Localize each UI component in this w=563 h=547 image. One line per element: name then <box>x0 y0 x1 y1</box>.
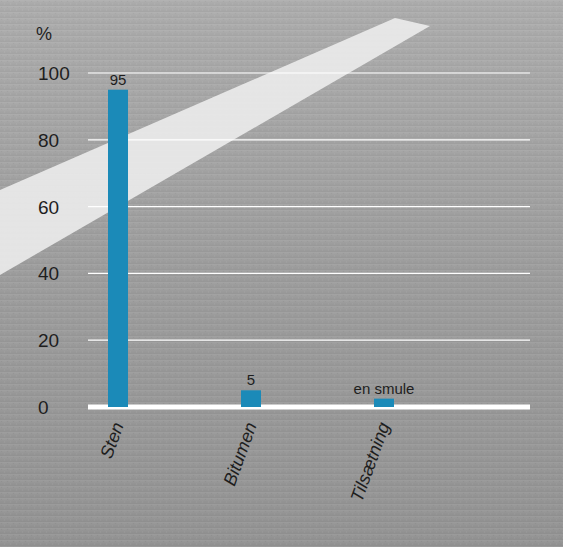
tick-label: 80 <box>38 130 59 151</box>
bar <box>374 399 394 407</box>
data-label: 95 <box>110 71 127 88</box>
category-label: Sten <box>96 420 127 462</box>
bar <box>108 90 128 407</box>
background-texture <box>0 0 563 547</box>
background <box>0 0 563 547</box>
road-marking <box>0 18 430 275</box>
bars <box>108 90 394 407</box>
category-label: Bitumen <box>219 420 260 489</box>
data-label: 5 <box>247 371 255 388</box>
tick-label: 20 <box>38 330 59 351</box>
axis-title: % <box>36 24 52 44</box>
tick-label: 60 <box>38 197 59 218</box>
grid-line <box>88 340 530 341</box>
baseline <box>88 405 530 410</box>
bar <box>241 390 261 407</box>
tick-label: 0 <box>38 397 49 418</box>
grid-line <box>88 273 530 274</box>
tick-label: 100 <box>38 63 70 84</box>
tick-label: 40 <box>38 263 59 284</box>
grid-line <box>88 139 530 140</box>
category-label: Tilsætning <box>347 420 394 505</box>
grid-line <box>88 206 530 207</box>
grid-line <box>88 72 530 73</box>
data-label: en smule <box>354 380 415 397</box>
